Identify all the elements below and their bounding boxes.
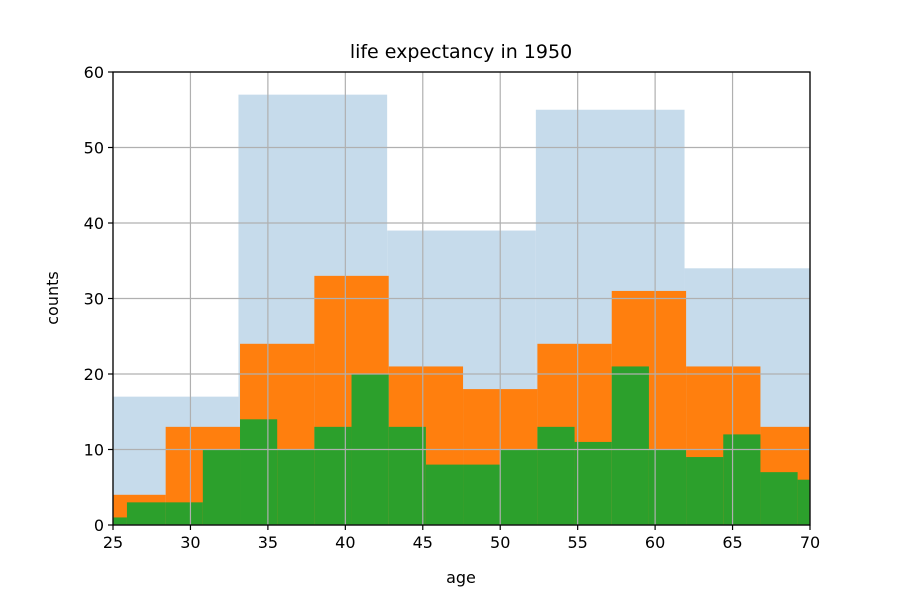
bar-bins-24-3 bbox=[202, 449, 241, 525]
y-tick-label: 40 bbox=[84, 214, 104, 233]
bar-bins-24-2 bbox=[165, 502, 203, 525]
bar-bins-24-18 bbox=[760, 472, 798, 525]
bar-bins-24-10 bbox=[463, 464, 501, 525]
y-tick-label: 0 bbox=[94, 516, 104, 535]
x-tick-label: 35 bbox=[258, 533, 278, 552]
bar-bins-24-5 bbox=[277, 449, 315, 525]
x-tick-label: 30 bbox=[180, 533, 200, 552]
bar-bins-24-15 bbox=[648, 449, 687, 525]
bar-bins-24-4 bbox=[240, 419, 278, 525]
x-tick-label: 60 bbox=[645, 533, 665, 552]
x-tick-label: 65 bbox=[722, 533, 742, 552]
bar-bins-24-19 bbox=[797, 479, 810, 525]
y-axis-label: counts bbox=[43, 271, 62, 324]
x-tick-label: 55 bbox=[567, 533, 587, 552]
bar-bins-24-16 bbox=[686, 457, 724, 525]
x-tick-label: 25 bbox=[103, 533, 123, 552]
bar-bins-24-12 bbox=[537, 426, 575, 525]
x-tick-label: 40 bbox=[335, 533, 355, 552]
bar-bins-24-9 bbox=[425, 464, 464, 525]
x-tick-label: 70 bbox=[800, 533, 820, 552]
bar-bins-24-0 bbox=[113, 517, 127, 525]
bar-bins-24-1 bbox=[126, 502, 166, 525]
x-tick-label: 45 bbox=[413, 533, 433, 552]
y-tick-label: 30 bbox=[84, 290, 104, 309]
bar-bins-24-14 bbox=[611, 366, 649, 525]
chart-title: life expectancy in 1950 bbox=[350, 41, 572, 63]
bar-bins-24-17 bbox=[723, 434, 761, 525]
bar-bins-24-6 bbox=[314, 426, 352, 525]
y-tick-label: 10 bbox=[84, 441, 104, 460]
x-axis-label: age bbox=[446, 568, 476, 587]
bar-bins-24-8 bbox=[388, 426, 426, 525]
bars-layer bbox=[113, 94, 810, 526]
y-tick-label: 50 bbox=[84, 139, 104, 158]
bar-bins-24-11 bbox=[500, 449, 538, 525]
ticks-layer: 25 30 35 40 45 50 55 60 65 70 0 10 20 30 40 50 60 bbox=[84, 63, 821, 552]
bar-bins-24-13 bbox=[574, 441, 612, 525]
y-tick-label: 60 bbox=[84, 63, 104, 82]
x-tick-label: 50 bbox=[490, 533, 510, 552]
y-tick-label: 20 bbox=[84, 365, 104, 384]
